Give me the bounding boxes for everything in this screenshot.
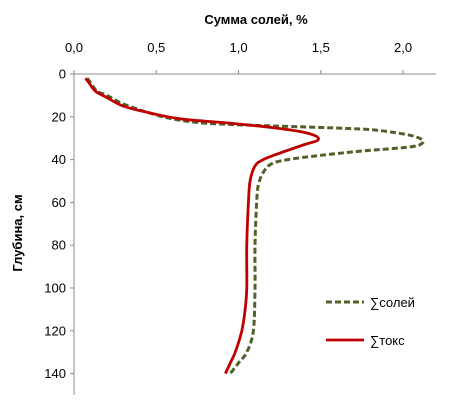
legend-label-1: ∑солей: [370, 295, 415, 310]
y-tick-labels: 0 20 40 60 80 100 120 140: [44, 67, 66, 382]
y-tick-label: 80: [52, 238, 66, 253]
legend: ∑солей ∑токс: [326, 295, 415, 348]
x-tick-label: 0,0: [65, 40, 83, 55]
series-layer: [84, 77, 425, 375]
series-line-2: [84, 77, 320, 375]
y-tick-label: 20: [52, 109, 66, 124]
y-tick-label: 60: [52, 195, 66, 210]
y-axis-title: Глубина, см: [10, 194, 25, 271]
legend-label-2: ∑токс: [370, 333, 405, 348]
y-tick-label: 140: [44, 366, 66, 381]
x-tick-label: 1,5: [312, 40, 330, 55]
x-tick-labels: 0,0 0,5 1,0 1,5 2,0: [65, 40, 412, 55]
x-tick-label: 0,5: [147, 40, 165, 55]
y-tick-label: 120: [44, 323, 66, 338]
y-tick-label: 100: [44, 281, 66, 296]
y-tick-label: 40: [52, 152, 66, 167]
series-line-1: [85, 77, 425, 375]
x-axis-title: Сумма солей, %: [204, 12, 308, 27]
y-tick-label: 0: [59, 67, 66, 82]
x-tick-label: 2,0: [394, 40, 412, 55]
axes: [70, 70, 436, 395]
x-tick-label: 1,0: [230, 40, 248, 55]
